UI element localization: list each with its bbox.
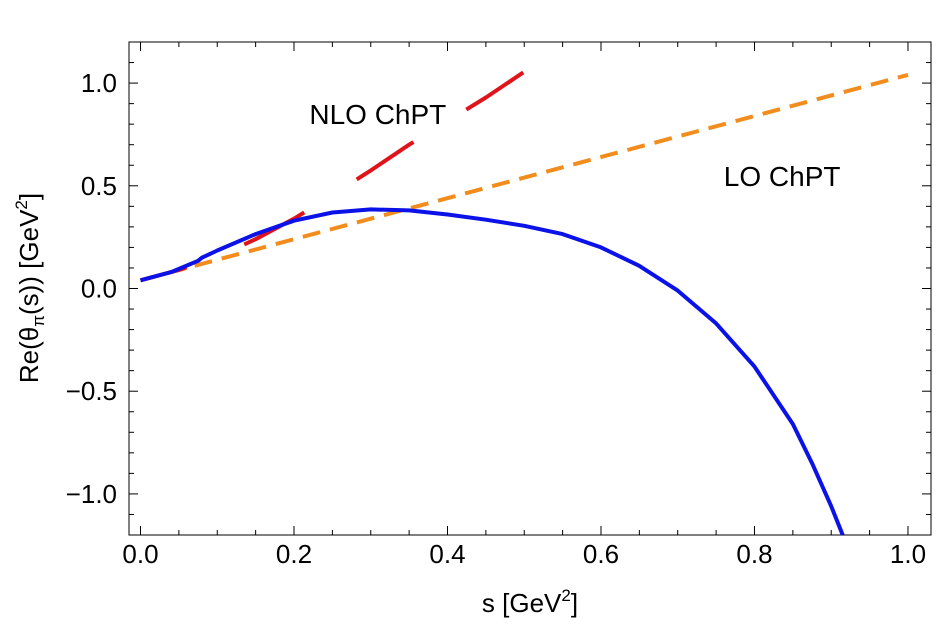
x-tick-label: 0.4 (429, 539, 465, 569)
series-lines (139, 64, 909, 536)
series-line-lo-chpt (139, 72, 909, 283)
y-tick-labels: 1.0 0.5 0.0 −0.5 −1.0 (66, 68, 117, 509)
x-tick-label: 0.8 (736, 539, 772, 569)
y-tick-label: −1.0 (66, 479, 117, 509)
axis-ticks (129, 42, 931, 535)
series-line-nlo-chpt (139, 64, 534, 283)
y-tick-label: 0.0 (81, 274, 117, 304)
y-tick-label: 1.0 (81, 68, 117, 98)
nlo-chpt-annotation: NLO ChPT (309, 99, 446, 130)
x-tick-labels: 0.0 0.2 0.4 0.6 0.8 1.0 (122, 539, 926, 569)
x-tick-label: 0.0 (122, 539, 158, 569)
x-tick-label: 1.0 (890, 539, 926, 569)
y-tick-label: −0.5 (66, 376, 117, 406)
series-line-full (139, 207, 845, 536)
y-axis-title: Re(θπ(s)) [GeV2] (12, 193, 48, 383)
x-tick-label: 0.6 (583, 539, 619, 569)
x-tick-label: 0.2 (276, 539, 312, 569)
x-axis-title: s [GeV2] (482, 586, 578, 618)
lo-chpt-annotation: LO ChPT (724, 161, 841, 192)
y-tick-label: 0.5 (81, 171, 117, 201)
